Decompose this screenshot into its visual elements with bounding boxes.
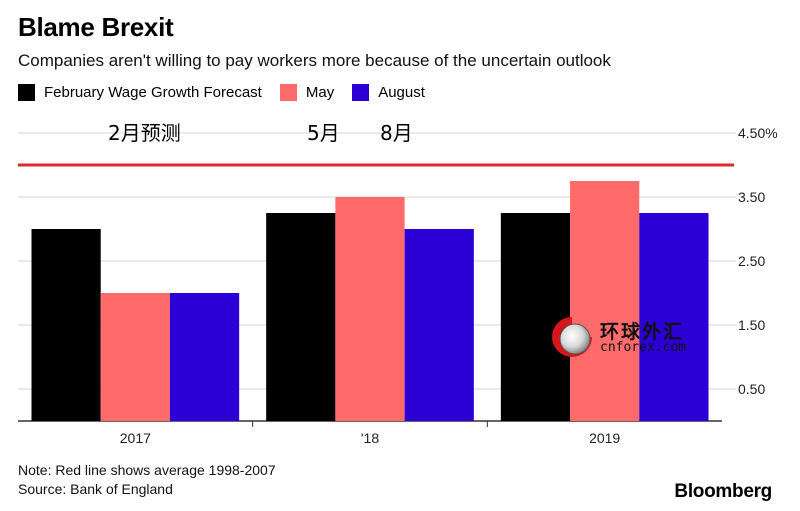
- watermark: 环球外汇 cnforex.com: [548, 313, 708, 363]
- x-tick-label: '18: [361, 430, 379, 446]
- source-note: Source: Bank of England: [18, 481, 173, 497]
- legend-label-august: August: [378, 84, 425, 101]
- legend-item-may: May: [279, 84, 335, 101]
- cnforex-logo-icon: [552, 317, 592, 357]
- legend-item-february: February Wage Growth Forecast: [18, 84, 262, 101]
- bar-february-1: [266, 213, 336, 421]
- annotation-august: 8月: [380, 121, 413, 145]
- annotation-may: 5月: [307, 121, 340, 145]
- bar-august-1: [404, 229, 474, 421]
- legend-swatch-february: [18, 84, 35, 101]
- legend-label-may: May: [305, 84, 335, 101]
- bar-may-1: [335, 197, 405, 421]
- footnote: Note: Red line shows average 1998-2007: [18, 462, 276, 478]
- legend-item-august: August: [352, 84, 425, 101]
- bar-august-2: [639, 213, 709, 421]
- y-tick-label: 4.50%: [738, 125, 778, 141]
- chart-title: Blame Brexit: [18, 12, 174, 42]
- watermark-domain: cnforex.com: [600, 340, 687, 355]
- legend-label-february: February Wage Growth Forecast: [44, 84, 262, 101]
- bar-february-0: [31, 229, 101, 421]
- bloomberg-logo: Bloomberg: [674, 481, 772, 502]
- watermark-chinese-name: 环球外汇: [600, 321, 685, 343]
- bar-august-0: [169, 293, 240, 421]
- legend-swatch-may: [279, 84, 297, 101]
- bar-february-2: [500, 213, 571, 421]
- annotation-february: 2月预测: [108, 121, 181, 145]
- legend-swatch-august: [352, 84, 370, 101]
- x-tick-label: 2019: [589, 430, 620, 446]
- y-tick-label: 0.50: [738, 381, 765, 397]
- x-tick-label: 2017: [120, 430, 151, 446]
- y-tick-label: 1.50: [738, 317, 765, 333]
- y-tick-label: 2.50: [738, 253, 765, 269]
- bar-may-0: [100, 293, 170, 421]
- legend: February Wage Growth Forecast May August: [18, 84, 443, 101]
- chart-subtitle: Companies aren't willing to pay workers …: [18, 51, 611, 70]
- bar-may-2: [570, 181, 640, 421]
- y-tick-label: 3.50: [738, 189, 765, 205]
